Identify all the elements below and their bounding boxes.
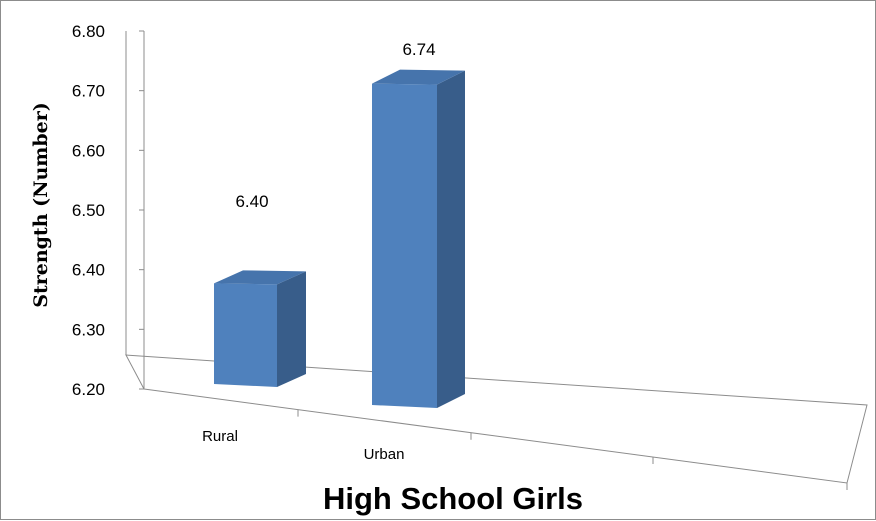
bar-top-face: [372, 69, 465, 85]
axes: [125, 30, 868, 490]
data-label: 6.74: [402, 40, 435, 59]
bar-side-face: [277, 271, 306, 387]
bar-top-face: [214, 270, 306, 285]
x-category-labels: Rural Urban: [202, 428, 404, 463]
y-axis-title: Strength (Number): [30, 102, 52, 308]
bar-rural: [214, 270, 306, 387]
y-tick-label: 6.40: [72, 261, 105, 280]
x-category-label: Rural: [202, 428, 238, 445]
y-tick-label: 6.20: [72, 380, 105, 399]
y-tick-label: 6.30: [72, 320, 105, 339]
y-tick-label: 6.80: [72, 22, 105, 41]
data-label: 6.40: [235, 192, 268, 211]
y-tick-label: 6.60: [72, 141, 105, 160]
bars: [214, 69, 465, 409]
y-tick-labels: 6.80 6.70 6.60 6.50 6.40 6.30 6.20: [72, 22, 105, 399]
bar-front-face: [214, 283, 277, 387]
bar-front-face: [372, 83, 437, 409]
bar-side-face: [437, 70, 465, 409]
floor-plane: [125, 354, 868, 484]
data-labels: 6.40 6.74: [235, 40, 435, 211]
bar-urban: [372, 69, 465, 409]
x-category-label: Urban: [364, 446, 405, 463]
y-tick-label: 6.50: [72, 201, 105, 220]
y-tick-label: 6.70: [72, 82, 105, 101]
x-axis-title: High School Girls: [323, 481, 583, 516]
